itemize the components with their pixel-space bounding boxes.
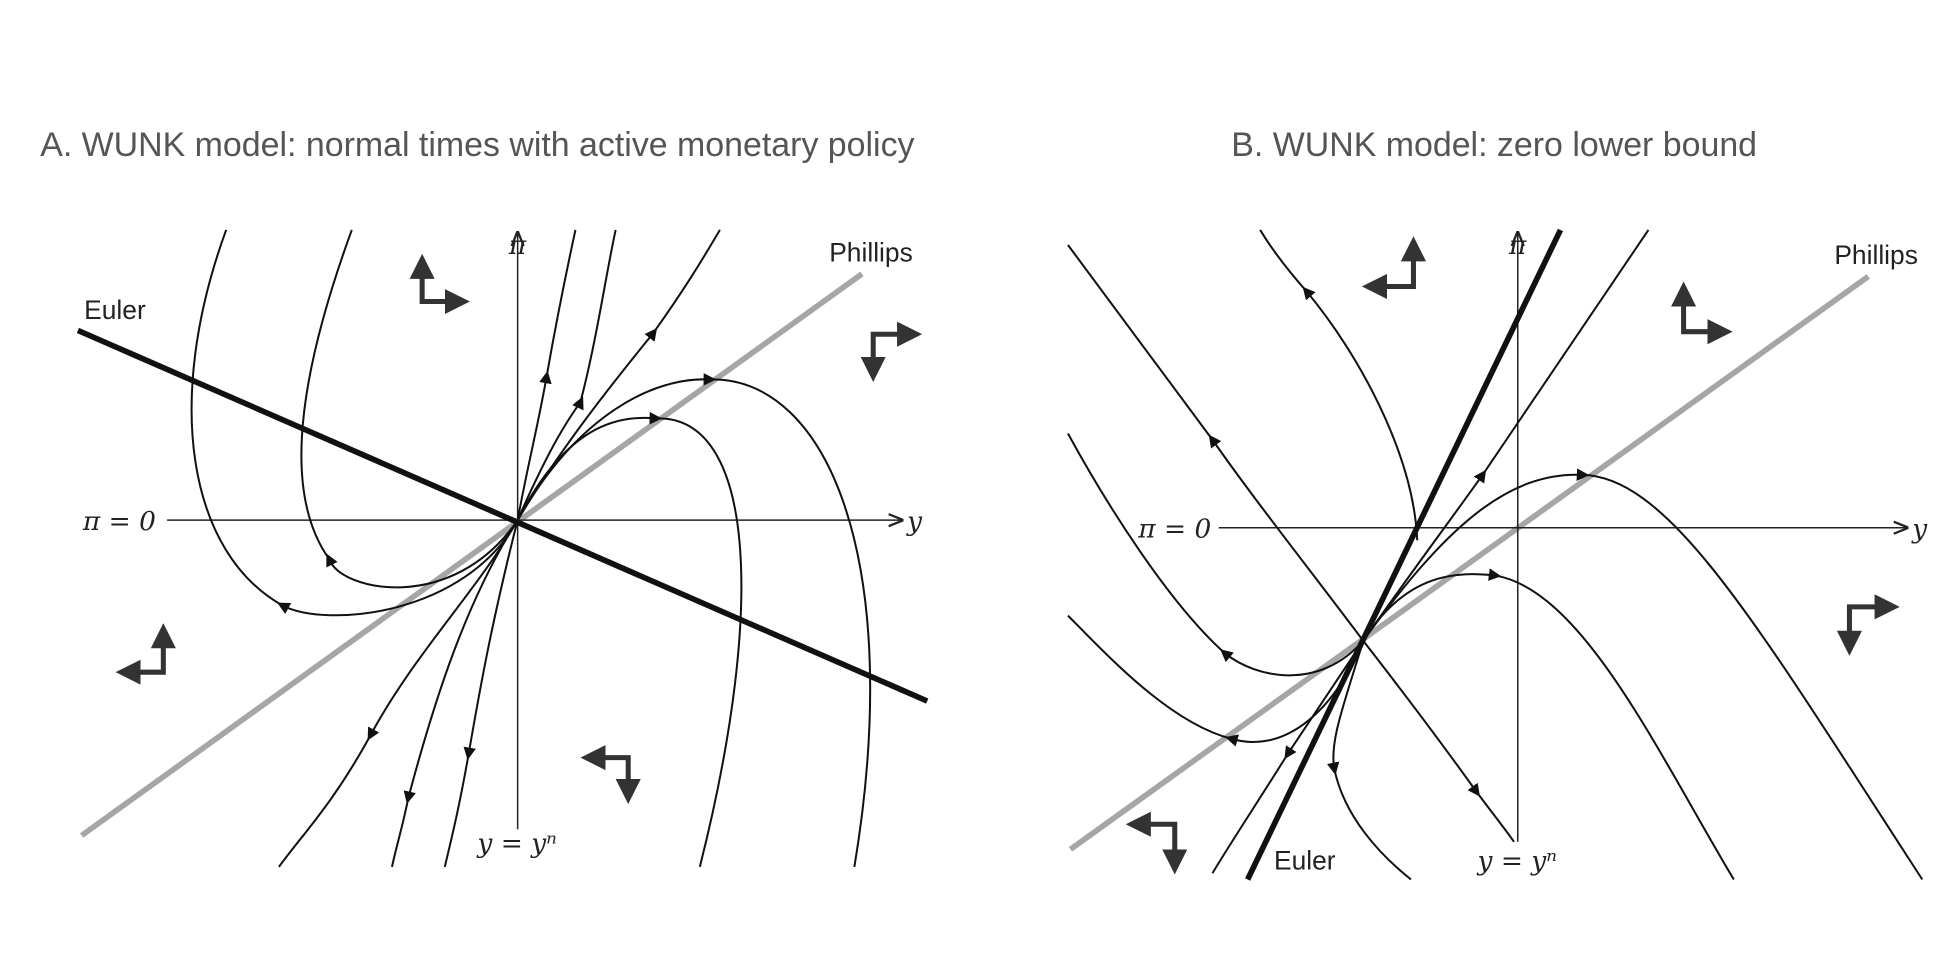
trajectory: [278, 519, 519, 868]
euler-label: Euler: [1274, 845, 1336, 875]
direction-arrow: [1836, 594, 1900, 656]
euler-label: Euler: [84, 295, 146, 325]
natural-output-label: y = yⁿ: [1477, 846, 1557, 876]
panel-title: A. WUNK model: normal times with active …: [40, 126, 914, 164]
trajectory: [1362, 568, 1735, 881]
direction-arrow: [1361, 236, 1427, 300]
pi-label: π: [508, 231, 527, 261]
phillips-line: [1068, 274, 1870, 852]
euler-line: [76, 327, 929, 704]
trajectory: [516, 229, 577, 521]
panel-a: A. WUNK model: normal times with active …: [40, 126, 929, 868]
trajectory: [1211, 640, 1365, 874]
phillips-line: [80, 271, 864, 838]
trajectory: [300, 229, 519, 589]
direction-arrow: [860, 321, 923, 382]
trajectory: [1067, 432, 1364, 677]
trajectory: [190, 229, 519, 617]
euler-line: [1245, 228, 1564, 881]
trajectory: [1067, 614, 1365, 747]
direction-arrow: [1125, 811, 1188, 875]
direction-arrow: [115, 623, 176, 685]
trajectory: [1259, 229, 1419, 541]
phillips-label: Phillips: [1834, 240, 1918, 270]
trajectory: [1362, 229, 1650, 642]
y-label: y: [906, 507, 923, 537]
trajectory: [391, 519, 519, 868]
trajectory: [516, 229, 721, 521]
phillips-label: Phillips: [829, 237, 913, 267]
trajectory: [516, 229, 617, 521]
trajectory: [1326, 640, 1412, 881]
pi-zero-label: π = 0: [1137, 515, 1211, 545]
pi-zero-label: π = 0: [82, 507, 156, 537]
trajectory: [1362, 640, 1515, 843]
natural-output-label: y = yⁿ: [476, 829, 556, 859]
trajectory: [443, 519, 519, 868]
panel-title: B. WUNK model: zero lower bound: [1231, 126, 1757, 164]
y-label: y: [1911, 515, 1928, 545]
trajectory: [516, 373, 872, 868]
trajectory: [1067, 244, 1365, 642]
trajectory: [516, 411, 743, 868]
trajectory: [1362, 468, 1924, 881]
direction-arrow: [580, 745, 641, 805]
pi-label: π: [1508, 231, 1527, 261]
direction-arrow: [409, 253, 470, 315]
direction-arrow: [1671, 281, 1733, 345]
panel-b: B. WUNK model: zero lower bound Euler Ph…: [1067, 126, 1928, 881]
